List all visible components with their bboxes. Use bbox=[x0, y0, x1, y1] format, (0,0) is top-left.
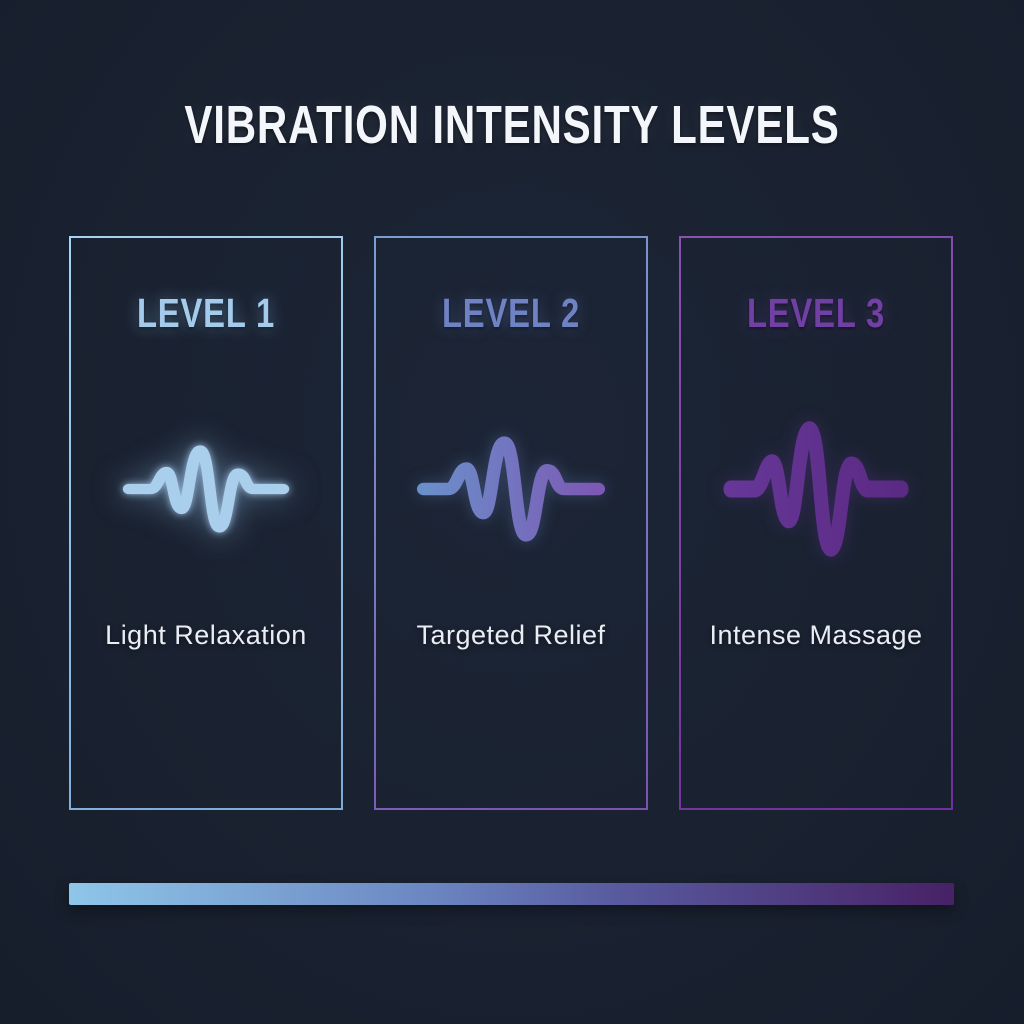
level-2-label: Targeted Relief bbox=[416, 620, 606, 650]
waveform-icon bbox=[416, 436, 606, 542]
page-title: VIBRATION INTENSITY LEVELS bbox=[184, 95, 840, 155]
level-1-heading: LEVEL 1 bbox=[136, 290, 276, 336]
intensity-gradient-bar bbox=[69, 883, 954, 905]
waveform-icon bbox=[723, 421, 909, 557]
level-2-heading: LEVEL 2 bbox=[441, 290, 581, 336]
waveform-icon bbox=[122, 445, 290, 533]
level-3-heading: LEVEL 3 bbox=[746, 290, 886, 336]
level-3-label: Intense Massage bbox=[709, 620, 923, 650]
level-1-label: Light Relaxation bbox=[105, 620, 307, 650]
level-card-1: LEVEL 1 Light Relaxation bbox=[69, 236, 343, 810]
level-card-2: LEVEL 2 Targeted Relief bbox=[374, 236, 648, 810]
level-cards-row: LEVEL 1 Light Relaxation LEVEL 2 Targete… bbox=[69, 236, 955, 810]
level-card-3: LEVEL 3 Intense Massage bbox=[679, 236, 953, 810]
